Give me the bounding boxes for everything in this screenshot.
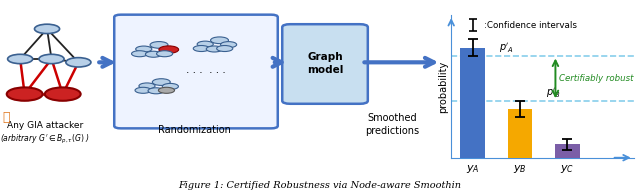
Text: Graph
model: Graph model [307,51,344,75]
Circle shape [35,24,60,34]
Circle shape [159,87,175,93]
Text: Figure 1: Certified Robustness via Node-aware Smoothin: Figure 1: Certified Robustness via Node-… [179,181,461,190]
Text: Smoothed
predictions: Smoothed predictions [365,113,419,136]
Y-axis label: probability: probability [438,60,449,112]
Bar [508,109,532,158]
Circle shape [8,54,33,64]
Circle shape [136,46,152,52]
Circle shape [157,51,173,57]
Circle shape [45,87,81,101]
Text: Certifiably robust: Certifiably robust [559,74,634,83]
Circle shape [39,54,64,64]
Circle shape [148,88,164,94]
Circle shape [66,58,91,67]
Circle shape [206,46,222,52]
Circle shape [139,83,155,89]
Circle shape [152,79,170,86]
Circle shape [135,87,151,93]
Text: (arbitrary $G' \in B_{p,\tau}(G)$ ): (arbitrary $G' \in B_{p,\tau}(G)$ ) [0,133,90,146]
Text: Any GIA attacker: Any GIA attacker [6,121,83,130]
Circle shape [197,41,213,47]
Text: 🔒: 🔒 [3,111,10,124]
Text: $p'_B$: $p'_B$ [546,87,561,100]
FancyBboxPatch shape [115,15,278,128]
Circle shape [221,42,237,48]
Bar [555,144,580,158]
Text: . . .  . . .: . . . . . . [186,65,226,75]
Circle shape [163,83,179,89]
Circle shape [217,45,233,51]
Circle shape [150,42,168,48]
Bar [460,48,485,158]
Circle shape [145,51,161,57]
Text: $p'_A$: $p'_A$ [499,41,514,55]
Text: :Confidence intervals: :Confidence intervals [484,21,577,30]
Circle shape [159,46,179,53]
Circle shape [6,87,42,101]
Circle shape [132,51,148,57]
Circle shape [211,37,228,44]
Circle shape [193,45,209,51]
Text: Randomization: Randomization [159,125,231,135]
FancyBboxPatch shape [282,24,368,104]
